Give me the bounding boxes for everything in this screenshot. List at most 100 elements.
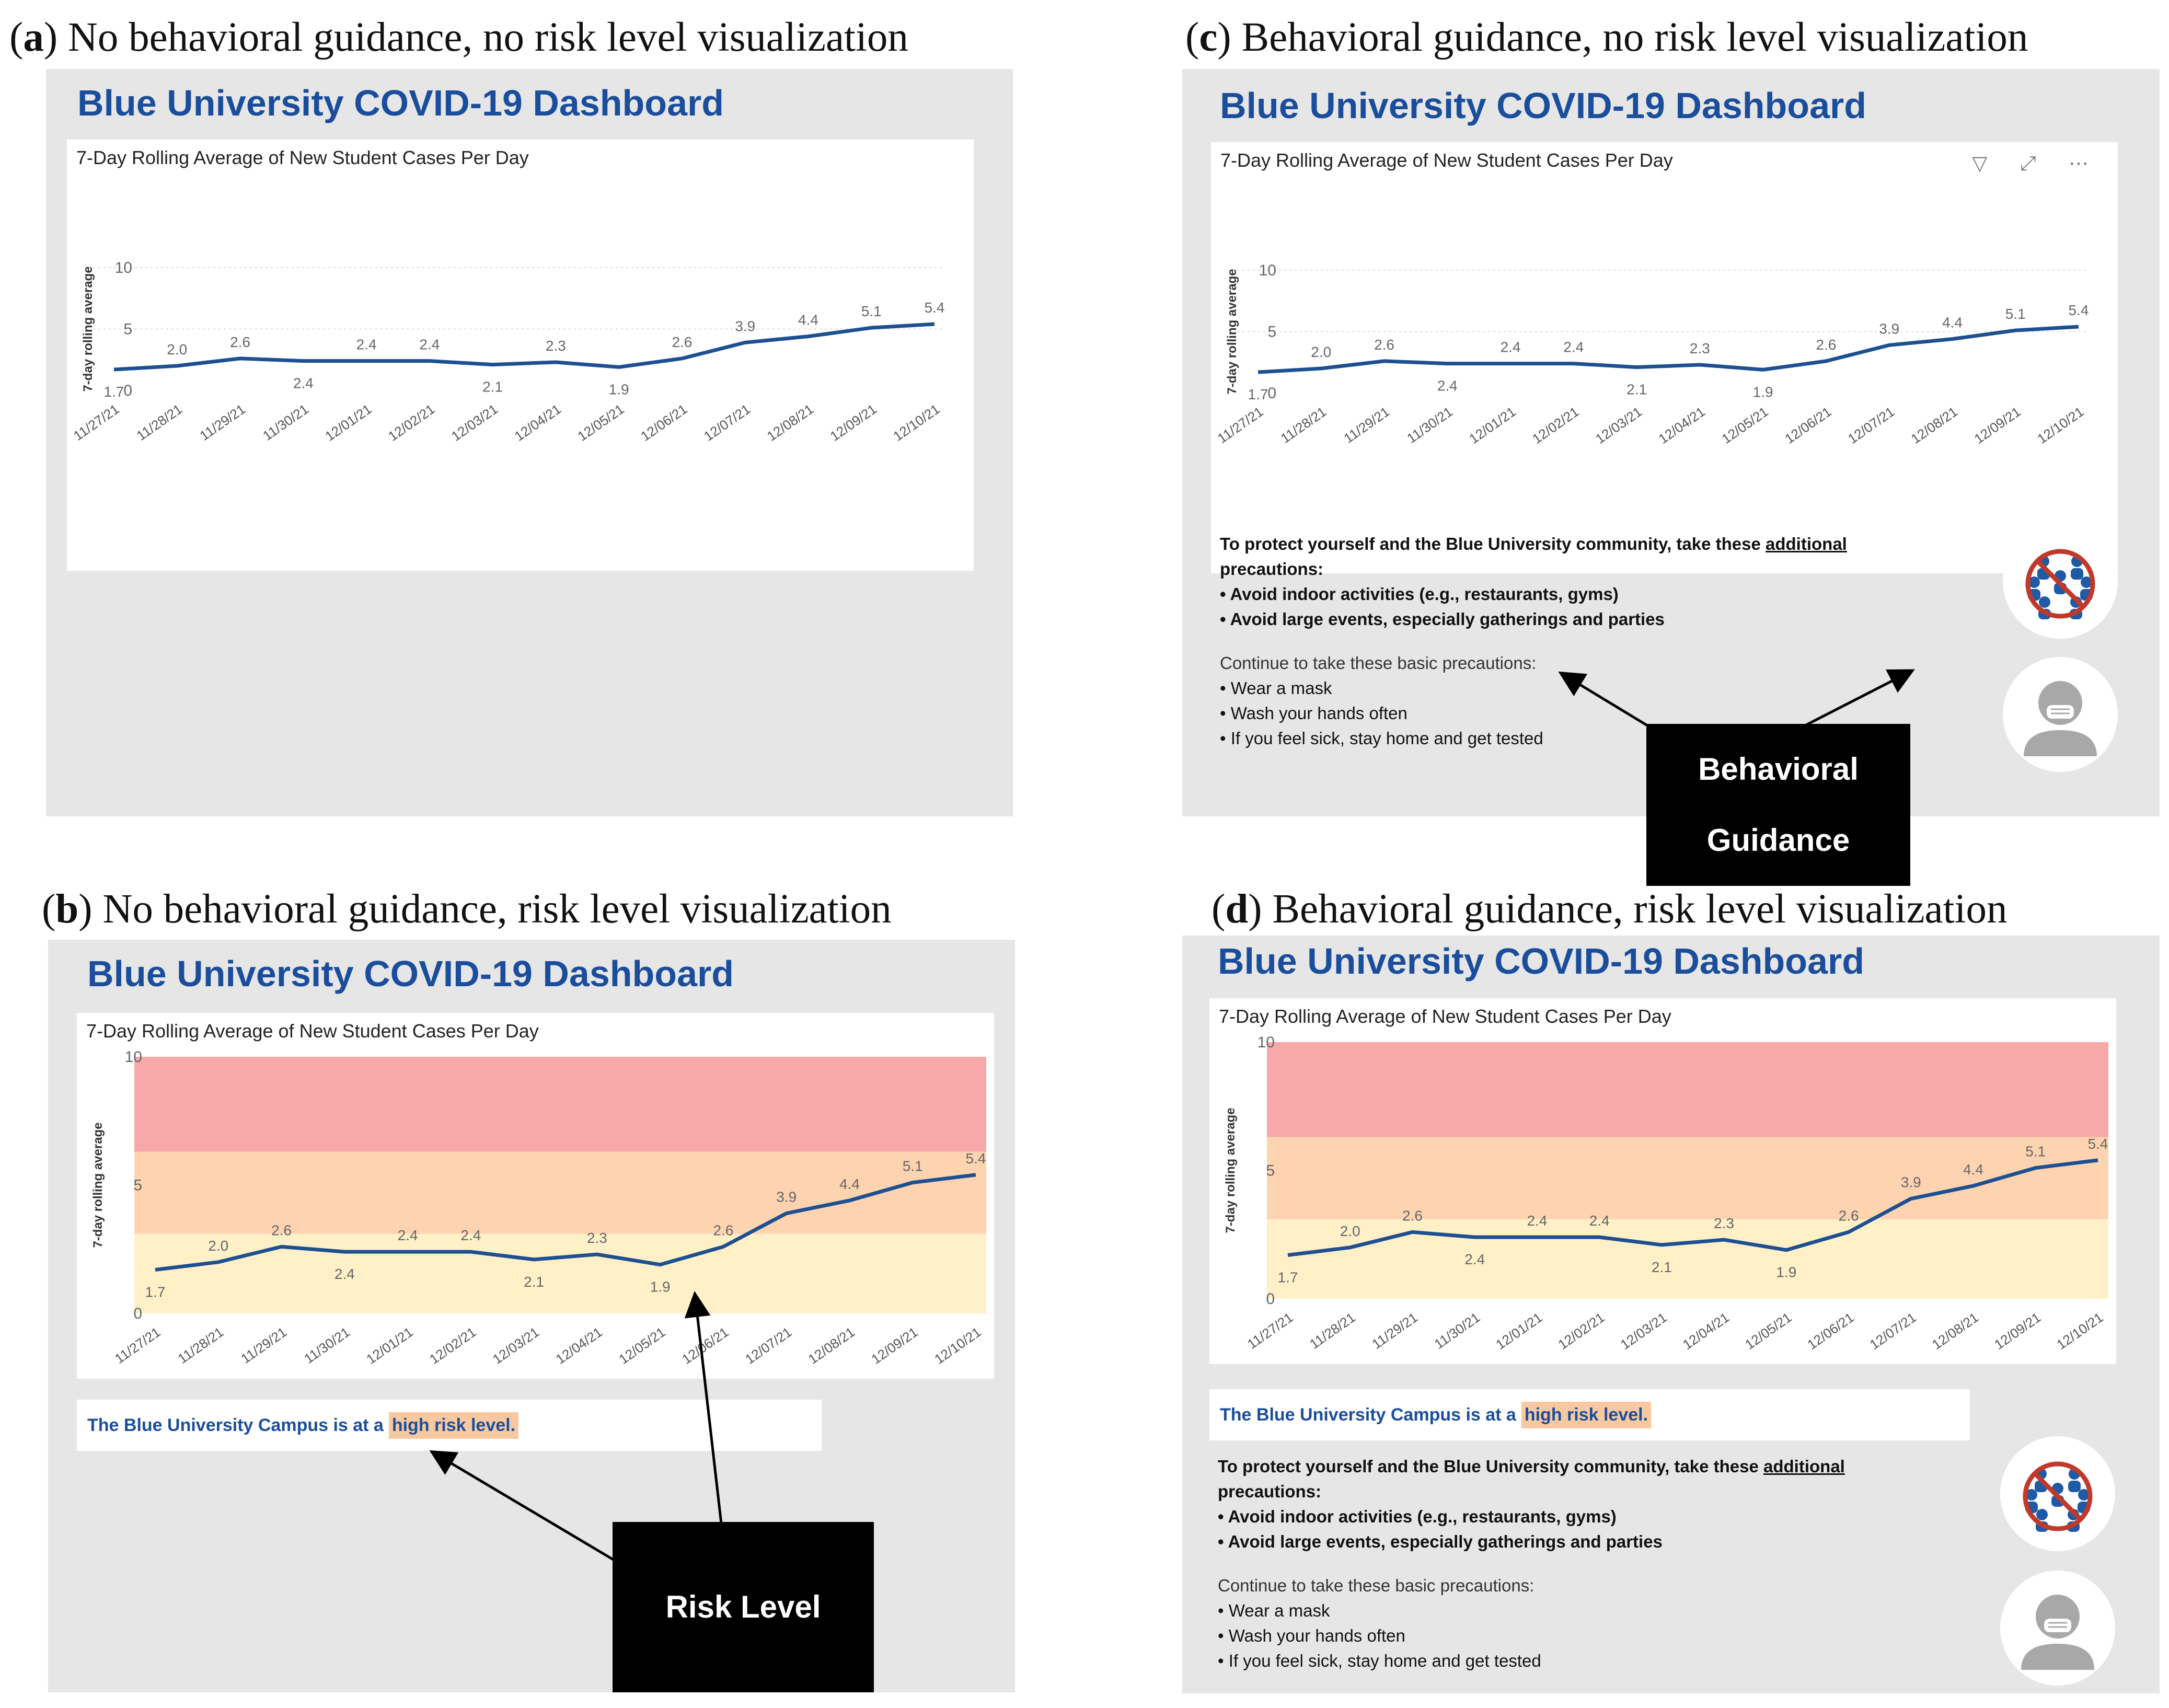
data-label: 2.3 bbox=[546, 338, 566, 354]
x-tick-label: 11/29/21 bbox=[197, 401, 248, 444]
x-tick-label: 11/28/21 bbox=[1278, 403, 1330, 446]
chart-toolbar-icons[interactable]: ▽ ⤢ ⋯ bbox=[1972, 153, 2102, 175]
panel-a: Blue University COVID-19 Dashboard 7-Day… bbox=[46, 69, 1013, 816]
data-label: 2.6 bbox=[1374, 337, 1394, 353]
guidance-basic-3: • If you feel sick, stay home and get te… bbox=[1220, 729, 1543, 748]
series-line bbox=[155, 1173, 976, 1272]
x-tick-label: 12/03/21 bbox=[1618, 1309, 1670, 1353]
data-label: 1.7 bbox=[1278, 1270, 1298, 1286]
data-label: 1.9 bbox=[1776, 1264, 1796, 1280]
chart-card: 7-Day Rolling Average of New Student Cas… bbox=[1211, 142, 2118, 573]
x-tick-label: 11/27/21 bbox=[112, 1324, 164, 1367]
risk-level-statement: The Blue University Campus is at a high r… bbox=[1209, 1389, 1970, 1440]
no-gathering-icon bbox=[2000, 1436, 2115, 1551]
caption-d: (d) Behavioral guidance, risk level visu… bbox=[1212, 886, 2008, 932]
data-label: 2.4 bbox=[1589, 1213, 1610, 1229]
mask-person-glyph bbox=[2024, 681, 2097, 756]
x-tick-label: 12/06/21 bbox=[638, 401, 690, 444]
x-tick-label: 12/03/21 bbox=[448, 401, 501, 444]
callout-line-1: Risk Level bbox=[665, 1589, 821, 1624]
risk-band-medium bbox=[1267, 1137, 2108, 1219]
x-tick-label: 12/08/21 bbox=[1908, 403, 1960, 447]
series-line bbox=[1287, 1158, 2098, 1257]
x-tick-label: 12/04/21 bbox=[1680, 1309, 1732, 1353]
x-tick-label: 12/02/21 bbox=[1555, 1309, 1607, 1353]
data-label: 3.9 bbox=[1879, 320, 1899, 337]
x-tick-label: 12/06/21 bbox=[1782, 403, 1834, 447]
data-label: 1.7 bbox=[145, 1284, 166, 1300]
x-tick-label: 12/08/21 bbox=[1929, 1309, 1981, 1353]
data-label: 4.4 bbox=[798, 312, 818, 328]
line-chart: 0 5 10 7-day rolling average 11/27/21 11/28/2… bbox=[1215, 262, 2089, 447]
data-label: 2.4 bbox=[1527, 1213, 1547, 1229]
x-tick-label: 12/10/21 bbox=[2053, 1309, 2106, 1353]
caption-b: (b) No behavioral guidance, risk level v… bbox=[42, 886, 892, 932]
dashboard-title: Blue University COVID-19 Dashboard bbox=[1218, 941, 1864, 982]
data-label: 1.7 bbox=[1248, 386, 1268, 402]
data-label: 5.1 bbox=[861, 303, 882, 319]
data-label: 2.4 bbox=[460, 1227, 481, 1243]
y-tick-label: 0 bbox=[1267, 385, 1276, 402]
data-label: 2.3 bbox=[587, 1230, 607, 1246]
line-chart: 0 5 10 7-day rolling average 11/27/21 11/28/2… bbox=[71, 259, 945, 444]
x-tick-label: 12/06/21 bbox=[679, 1324, 731, 1367]
x-tick-label: 12/01/21 bbox=[1493, 1309, 1545, 1353]
data-label: 2.4 bbox=[356, 337, 377, 353]
chart-card: 7-Day Rolling Average of New Student Cas… bbox=[1209, 998, 2116, 1364]
guidance-line1: To protect yourself and the Blue Univers… bbox=[1220, 534, 1847, 553]
x-tick-label: 11/29/21 bbox=[238, 1324, 290, 1367]
data-label: 1.9 bbox=[1753, 384, 1773, 400]
x-tick-label: 12/01/21 bbox=[322, 401, 374, 444]
data-label: 2.4 bbox=[398, 1227, 418, 1243]
chart-card: 7-Day Rolling Average of New Student Cas… bbox=[77, 1013, 994, 1379]
y-tick-label: 10 bbox=[115, 259, 132, 276]
chart-card: 7-Day Rolling Average of New Student Cas… bbox=[67, 140, 974, 571]
x-tick-label: 11/27/21 bbox=[71, 401, 122, 444]
data-label: 5.4 bbox=[925, 299, 945, 316]
data-label: 1.7 bbox=[104, 384, 124, 400]
mask-person-icon bbox=[2003, 657, 2118, 772]
risk-band-high bbox=[1267, 1042, 2108, 1137]
data-label: 2.6 bbox=[271, 1222, 292, 1238]
guidance-basic-1: • Wear a mask bbox=[1218, 1601, 1330, 1620]
x-tick-label: 12/04/21 bbox=[553, 1324, 605, 1367]
series-line bbox=[1257, 325, 2079, 374]
y-axis-label: 7-day rolling average bbox=[1225, 269, 1239, 394]
caption-a: (a) No behavioral guidance, no risk leve… bbox=[9, 15, 908, 60]
x-tick-label: 12/03/21 bbox=[490, 1324, 542, 1367]
line-chart: 0 5 10 7-day rolling average 11/27/21 11/28/2… bbox=[91, 1048, 986, 1367]
series-line bbox=[113, 322, 935, 372]
data-label: 4.4 bbox=[1963, 1161, 1983, 1178]
y-tick-label: 10 bbox=[1259, 262, 1276, 279]
y-tick-label: 5 bbox=[123, 321, 132, 338]
data-label: 1.9 bbox=[609, 381, 629, 397]
x-tick-label: 12/08/21 bbox=[805, 1324, 858, 1367]
data-label: 2.1 bbox=[1652, 1259, 1672, 1275]
data-label: 2.0 bbox=[167, 341, 187, 357]
chart-title: 7-Day Rolling Average of New Student Cas… bbox=[1219, 1006, 1671, 1027]
risk-level-highlight: high risk level. bbox=[388, 1412, 519, 1439]
y-tick-label: 5 bbox=[1266, 1162, 1275, 1180]
guidance-text: To protect yourself and the Blue Univers… bbox=[1218, 1454, 1845, 1674]
dashboard-title: Blue University COVID-19 Dashboard bbox=[77, 83, 724, 123]
guidance-additional-1: • Avoid indoor activities (e.g., restaur… bbox=[1220, 584, 1619, 604]
guidance-line2: precautions: bbox=[1218, 1482, 1322, 1501]
panel-d: Blue University COVID-19 Dashboard 7-Day… bbox=[1182, 936, 2160, 1693]
callout-line-2: Guidance bbox=[1706, 823, 1850, 858]
data-label: 2.4 bbox=[1501, 339, 1521, 355]
risk-level-statement: The Blue University Campus is at a high r… bbox=[77, 1400, 822, 1451]
x-tick-label: 12/06/21 bbox=[1804, 1309, 1856, 1353]
y-tick-label: 0 bbox=[133, 1305, 142, 1322]
guidance-basic-3: • If you feel sick, stay home and get te… bbox=[1218, 1651, 1541, 1670]
x-tick-label: 11/28/21 bbox=[175, 1324, 227, 1367]
x-tick-label: 12/02/21 bbox=[1529, 403, 1582, 447]
x-tick-label: 12/02/21 bbox=[385, 401, 437, 444]
x-tick-label: 12/05/21 bbox=[1718, 403, 1771, 447]
x-tick-label: 12/01/21 bbox=[1466, 403, 1518, 447]
data-label: 2.1 bbox=[524, 1274, 544, 1290]
y-axis-label: 7-day rolling average bbox=[1224, 1107, 1238, 1233]
x-tick-label: 12/05/21 bbox=[574, 401, 627, 444]
line-chart: 0 5 10 7-day rolling average 11/27/21 11/28/2… bbox=[1224, 1034, 2108, 1353]
x-tick-label: 12/05/21 bbox=[1742, 1309, 1794, 1353]
x-tick-label: 12/01/21 bbox=[363, 1324, 416, 1367]
